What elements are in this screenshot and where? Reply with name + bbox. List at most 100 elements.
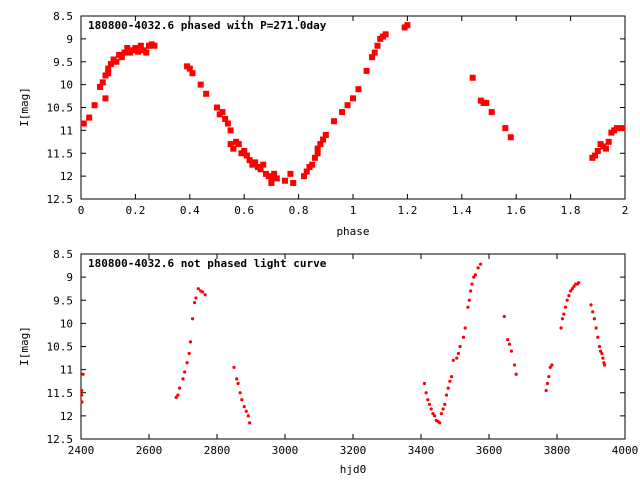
- data-point: [246, 414, 250, 418]
- data-point: [320, 136, 327, 143]
- y-tick-label: 12.5: [47, 433, 74, 446]
- data-point: [374, 42, 381, 49]
- data-point: [426, 398, 430, 402]
- data-point: [548, 365, 552, 369]
- data-point: [257, 166, 264, 173]
- y-tick-label: 12: [60, 170, 73, 183]
- y-tick-label: 9.5: [53, 294, 73, 307]
- data-point: [174, 395, 178, 399]
- data-point: [135, 48, 142, 55]
- x-tick-label: 2: [622, 204, 629, 217]
- data-point: [369, 54, 376, 61]
- data-point: [181, 377, 185, 381]
- x-tick-label: 3400: [408, 444, 435, 457]
- data-point: [562, 312, 566, 316]
- data-point: [240, 398, 244, 402]
- x-axis-label: hjd0: [340, 463, 367, 476]
- data-point: [467, 298, 471, 302]
- data-point: [594, 326, 598, 330]
- data-point: [451, 358, 455, 362]
- data-point: [446, 386, 450, 390]
- x-tick-label: 1.2: [397, 204, 417, 217]
- x-tick-label: 2800: [204, 444, 231, 457]
- x-tick-label: 0.8: [289, 204, 309, 217]
- data-point: [322, 131, 329, 138]
- data-point: [80, 400, 84, 404]
- data-point: [502, 125, 509, 132]
- data-point: [271, 170, 278, 177]
- data-point: [330, 118, 337, 125]
- x-tick-label: 2400: [68, 444, 95, 457]
- data-point: [450, 374, 454, 379]
- data-point: [424, 391, 428, 395]
- data-point: [560, 317, 565, 321]
- x-tick-label: 0.2: [125, 204, 145, 217]
- data-point: [189, 70, 196, 77]
- data-point: [248, 421, 252, 425]
- data-point: [507, 342, 511, 346]
- data-point: [260, 161, 267, 168]
- data-point: [203, 90, 210, 97]
- data-point: [550, 363, 554, 367]
- data-point: [185, 361, 189, 365]
- data-point: [227, 141, 234, 148]
- data-point: [344, 102, 351, 109]
- data-point: [194, 296, 198, 300]
- data-point: [483, 99, 490, 106]
- data-point: [317, 141, 324, 148]
- data-point: [81, 372, 85, 376]
- x-tick-label: 0: [78, 204, 85, 217]
- data-point: [80, 120, 87, 127]
- data-point: [512, 363, 517, 367]
- data-point: [268, 175, 275, 182]
- data-point: [268, 179, 275, 186]
- data-point: [565, 298, 569, 302]
- y-tick-label: 11.5: [47, 147, 74, 160]
- data-point: [476, 266, 480, 270]
- y-axis-label: I[mag]: [18, 87, 31, 127]
- x-tick-label: 0.4: [180, 204, 200, 217]
- data-point: [455, 356, 459, 360]
- data-point: [601, 356, 605, 360]
- data-point: [105, 65, 112, 72]
- data-point: [514, 372, 518, 376]
- chart-title: 180800-4032.6 phased with P=271.0day: [88, 19, 327, 32]
- y-tick-label: 10.5: [47, 341, 74, 354]
- x-tick-label: 3000: [272, 444, 299, 457]
- data-point: [441, 407, 445, 411]
- data-point: [478, 262, 483, 266]
- data-point: [91, 102, 98, 109]
- data-point: [469, 74, 476, 81]
- data-point: [577, 281, 581, 285]
- x-tick-label: 4000: [612, 444, 639, 457]
- x-tick-label: 0.6: [234, 204, 254, 217]
- x-tick-label: 3200: [340, 444, 367, 457]
- data-point: [113, 58, 120, 65]
- data-point: [466, 305, 470, 309]
- data-point: [363, 67, 370, 74]
- data-point: [252, 159, 259, 166]
- data-point: [603, 363, 607, 367]
- data-point: [151, 42, 158, 49]
- unphased-light-curve-plot: 2400 2600 2800 3000 3200 3400 3600 3800 4000 8.5 9…: [18, 248, 638, 476]
- data-point: [569, 289, 573, 293]
- data-point: [242, 405, 246, 409]
- data-point: [190, 317, 195, 321]
- data-point: [235, 141, 242, 148]
- data-point: [224, 120, 231, 127]
- data-point: [443, 402, 447, 406]
- data-point: [570, 287, 574, 291]
- data-point: [118, 54, 125, 61]
- data-point: [243, 152, 250, 159]
- data-point: [429, 407, 433, 411]
- data-point: [458, 344, 462, 349]
- y-tick-label: 12: [60, 410, 73, 423]
- data-point: [544, 388, 548, 393]
- data-point: [186, 65, 193, 72]
- data-point: [605, 138, 612, 145]
- data-point: [602, 145, 609, 152]
- data-point: [592, 152, 599, 159]
- data-point: [97, 83, 104, 90]
- data-point: [227, 127, 234, 134]
